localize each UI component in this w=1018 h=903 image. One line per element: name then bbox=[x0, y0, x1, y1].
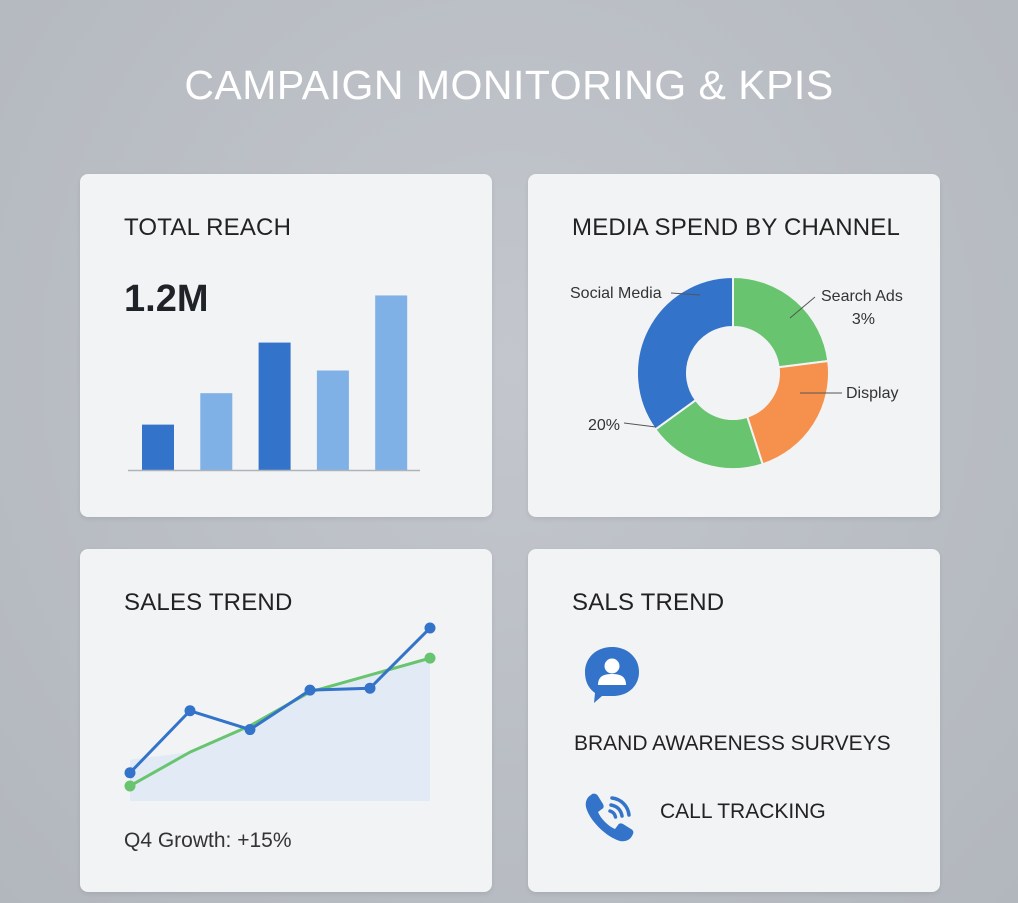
tracking-methods-card: SALS TREND BRAND AWARENESS SURVEYS CALL … bbox=[528, 549, 940, 892]
sales-line-chart bbox=[124, 622, 436, 801]
donut-label: Search Ads bbox=[821, 288, 903, 305]
label-leader-line bbox=[670, 292, 701, 296]
call-tracking-label: CALL TRACKING bbox=[660, 800, 826, 823]
label-leader-line bbox=[623, 422, 657, 428]
donut-slice bbox=[732, 275, 830, 369]
growth-note: Q4 Growth: +15% bbox=[124, 829, 292, 852]
reach-bar-chart bbox=[128, 295, 420, 472]
reach-bar bbox=[375, 295, 408, 470]
reach-bar bbox=[316, 370, 349, 470]
sales-point bbox=[124, 767, 136, 779]
page-title: CAMPAIGN MONITORING & KPIS bbox=[184, 62, 834, 108]
reach-bar bbox=[258, 342, 291, 470]
sales-point bbox=[124, 780, 136, 792]
donut-label: Social Media bbox=[570, 285, 662, 302]
trend-area bbox=[130, 658, 430, 801]
phone-ringing-icon bbox=[582, 790, 638, 851]
donut-label: Display bbox=[846, 385, 898, 402]
brand-awareness-surveys-label: BRAND AWARENESS SURVEYS bbox=[574, 732, 891, 755]
sales-point bbox=[364, 682, 376, 694]
donut-slice bbox=[745, 359, 830, 466]
sales-point bbox=[304, 684, 316, 696]
media-spend-donut-chart: Social Media Search Ads 3% Display 20% bbox=[570, 275, 903, 470]
reach-value: 1.2M bbox=[124, 278, 209, 320]
reach-bar bbox=[142, 424, 174, 470]
sales-point bbox=[424, 652, 436, 664]
sales-point bbox=[244, 724, 256, 736]
sales-trend-card: SALES TREND Q4 Growth: +15% bbox=[80, 549, 492, 892]
card-title: MEDIA SPEND BY CHANNEL bbox=[572, 214, 901, 241]
card-title: SALES TREND bbox=[124, 589, 293, 616]
donut-slice bbox=[636, 275, 734, 431]
card-title: SALS TREND bbox=[572, 589, 725, 616]
donut-label: 20% bbox=[588, 417, 620, 434]
total-reach-card: TOTAL REACH 1.2M bbox=[80, 174, 492, 517]
card-title: TOTAL REACH bbox=[124, 214, 292, 241]
media-spend-card: MEDIA SPEND BY CHANNEL Social Media Searc… bbox=[528, 174, 940, 517]
sales-point bbox=[184, 705, 196, 717]
person-chat-bubble-icon bbox=[582, 645, 642, 710]
sales-point bbox=[424, 622, 436, 634]
label-leader-line bbox=[789, 296, 816, 319]
sales-series-line bbox=[128, 626, 432, 774]
reach-bar bbox=[200, 393, 233, 470]
donut-label: 3% bbox=[852, 311, 875, 328]
